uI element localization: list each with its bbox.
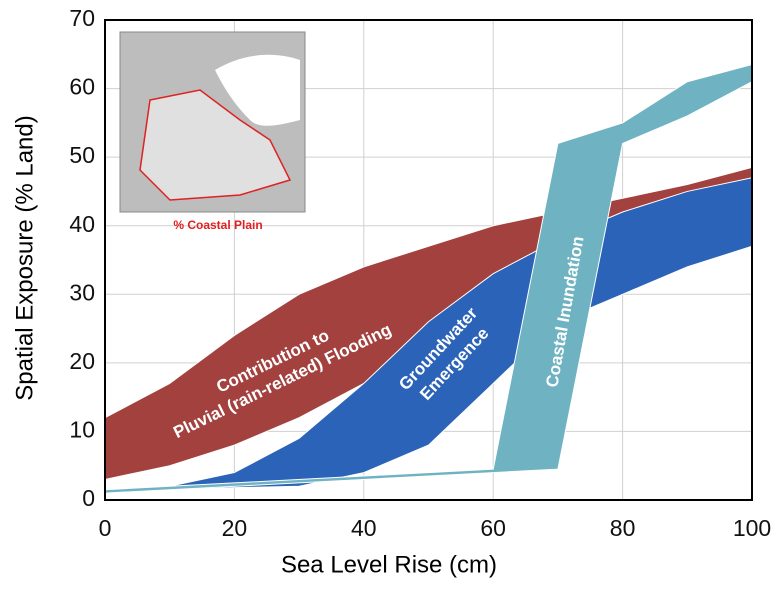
y-tick-label: 30 [69,279,95,305]
y-tick-label: 50 [69,142,95,168]
x-tick-label: 40 [351,515,377,541]
inset-caption: % Coastal Plain [173,218,262,232]
x-tick-label: 60 [480,515,506,541]
y-tick-label: 20 [69,348,95,374]
chart: Sea Level Rise (cm) Spatial Exposure (% … [0,0,778,584]
y-tick-label: 70 [69,5,95,31]
x-tick-label: 100 [733,515,771,541]
inset [120,32,305,212]
x-tick-label: 20 [222,515,248,541]
y-tick-label: 60 [69,74,95,100]
x-axis-label: Sea Level Rise (cm) [281,551,497,578]
x-tick-label: 80 [610,515,636,541]
y-axis-label: Spatial Exposure (% Land) [11,115,38,401]
y-tick-label: 0 [82,485,95,511]
y-tick-label: 10 [69,417,95,443]
x-tick-label: 0 [99,515,112,541]
y-tick-label: 40 [69,211,95,237]
